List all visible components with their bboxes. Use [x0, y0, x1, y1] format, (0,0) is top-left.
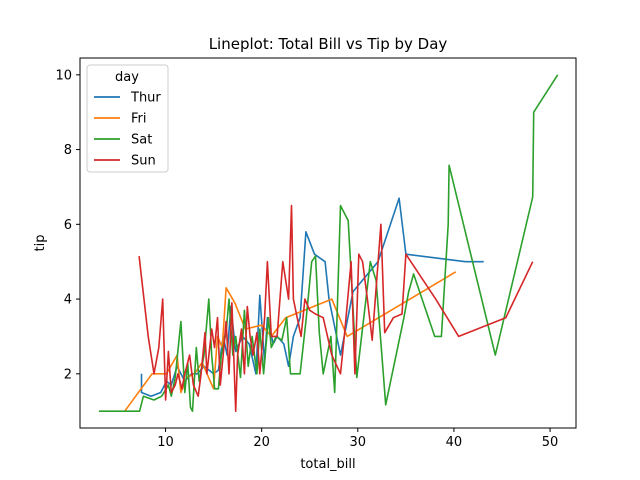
series-line-fri — [124, 271, 457, 412]
series-line-sat — [98, 74, 559, 412]
x-axis-label: total_bill — [300, 457, 355, 472]
legend-title: day — [115, 70, 139, 85]
series-line-thur — [140, 197, 484, 397]
y-axis-label: tip — [33, 235, 48, 252]
y-axis-ticks: 2 4 6 8 10 — [55, 68, 80, 382]
series-line-sun — [138, 204, 534, 412]
y-tick-label: 6 — [64, 218, 72, 233]
y-tick-label: 8 — [64, 143, 72, 158]
legend-label-sun: Sun — [131, 154, 156, 169]
legend: day Thur Fri Sat Sun — [86, 64, 169, 173]
legend-label-sat: Sat — [131, 133, 152, 148]
x-tick-label: 40 — [446, 435, 463, 450]
legend-label-fri: Fri — [131, 112, 147, 127]
series-layer — [98, 74, 559, 412]
legend-label-thur: Thur — [130, 91, 161, 106]
y-tick-label: 10 — [55, 68, 72, 83]
x-tick-label: 20 — [253, 435, 270, 450]
y-tick-label: 2 — [64, 367, 72, 382]
plot-frame — [79, 57, 577, 429]
legend-entries: Thur Fri Sat Sun — [94, 91, 161, 169]
y-tick-label: 4 — [64, 293, 72, 308]
legend-box — [86, 64, 169, 173]
x-tick-label: 10 — [157, 435, 174, 450]
x-tick-label: 50 — [542, 435, 559, 450]
x-axis-ticks: 10 20 30 40 50 — [157, 428, 558, 450]
chart-title: Lineplot: Total Bill vs Tip by Day — [209, 35, 448, 53]
x-tick-label: 30 — [350, 435, 367, 450]
